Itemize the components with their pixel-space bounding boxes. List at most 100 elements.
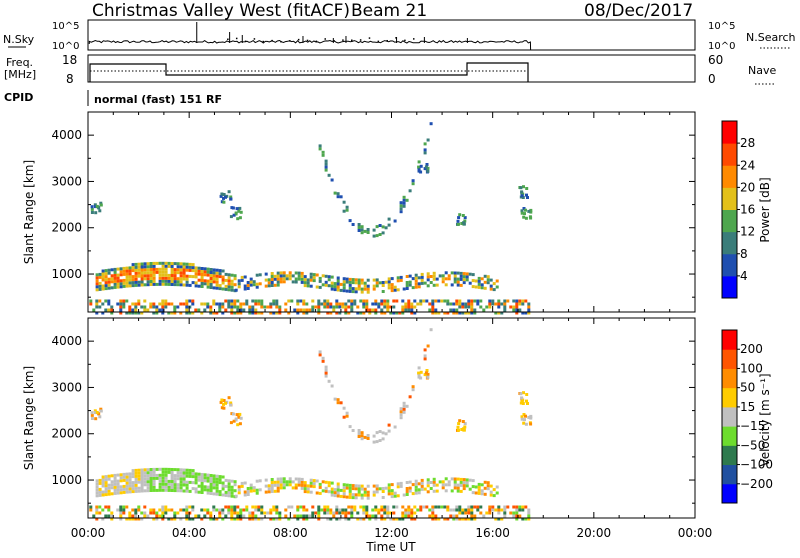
velocity-cell — [164, 467, 168, 471]
velocity-cell — [529, 414, 533, 418]
power-cell — [500, 311, 504, 315]
velocity-cell — [300, 480, 304, 484]
velocity-cell — [509, 511, 513, 515]
velocity-cell — [237, 485, 241, 489]
power-cell — [431, 305, 435, 309]
power-cell — [342, 289, 346, 293]
power-cell — [224, 272, 228, 276]
velocity-cell — [323, 511, 327, 515]
power-cell — [188, 305, 192, 309]
velocity-cell — [402, 407, 406, 411]
power-cell — [452, 311, 456, 315]
power-cell — [327, 278, 331, 282]
power-cell — [359, 311, 363, 315]
power-cell — [380, 302, 384, 306]
power-cell — [246, 281, 250, 284]
power-cell — [390, 289, 394, 293]
velocity-cell — [238, 412, 242, 416]
velocity-cell — [321, 489, 325, 493]
power-cell — [273, 277, 277, 281]
velocity-cell — [146, 474, 150, 478]
velocity-cell — [446, 505, 450, 509]
velocity-cell — [125, 490, 129, 494]
velocity-cell — [140, 517, 144, 521]
velocity-cell — [209, 492, 213, 495]
power-cell — [266, 305, 270, 309]
y-tick-label: 2000 — [51, 221, 82, 235]
velocity-cell — [278, 511, 282, 515]
power-cell — [116, 285, 120, 289]
power-cell — [191, 311, 195, 315]
power-cell — [302, 308, 306, 312]
power-cell — [221, 311, 225, 315]
power-cell — [387, 286, 391, 290]
velocity-cell — [285, 480, 289, 484]
power-cell — [188, 311, 192, 315]
velocity-cell — [161, 514, 165, 518]
power-cell — [410, 305, 414, 309]
velocity-cell — [458, 419, 462, 423]
velocity-cell — [377, 511, 381, 515]
power-cell — [524, 299, 528, 303]
power-cell — [257, 302, 261, 306]
velocity-cell — [212, 517, 216, 521]
power-cell — [348, 286, 352, 290]
velocity-cell — [309, 481, 313, 485]
velocity-cell — [173, 468, 177, 472]
velocity-cell — [101, 490, 105, 494]
velocity-cell — [450, 489, 454, 493]
power-cell — [101, 269, 105, 273]
velocity-cell — [167, 517, 171, 521]
power-cell — [348, 280, 352, 284]
power-cell — [488, 299, 492, 303]
noise-search-label: N.Search — [746, 31, 796, 44]
power-cell — [95, 282, 99, 286]
freq-tick-top: 18 — [62, 53, 77, 67]
velocity-cell — [372, 484, 376, 488]
power-cell — [188, 283, 192, 287]
velocity-cell — [98, 478, 102, 482]
velocity-cell — [200, 476, 204, 479]
velocity-cell — [146, 480, 150, 484]
power-cell — [527, 305, 531, 309]
colorbar-swatch — [722, 253, 737, 277]
power-cell — [110, 268, 114, 272]
colorbar-tick-label: 8 — [740, 247, 748, 261]
power-cell — [276, 283, 280, 287]
velocity-cell — [312, 485, 316, 489]
power-cell — [372, 287, 376, 291]
power-cell — [323, 302, 327, 306]
power-cell — [122, 266, 126, 270]
power-cell — [233, 305, 237, 309]
power-cell — [294, 271, 298, 275]
velocity-cell — [188, 480, 192, 484]
velocity-cell — [185, 468, 189, 472]
power-cell — [389, 311, 393, 315]
noise-search-point — [227, 38, 229, 41]
velocity-cell — [386, 511, 390, 515]
power-cell — [203, 308, 207, 312]
power-cell — [330, 287, 334, 291]
time-tick-label: 16:00 — [475, 526, 510, 540]
power-cell — [170, 265, 174, 268]
velocity-cell — [270, 484, 274, 487]
power-cell — [194, 284, 198, 288]
velocity-cells — [89, 328, 533, 521]
velocity-cell — [152, 482, 156, 486]
power-cell — [179, 283, 183, 287]
power-cell — [393, 285, 397, 289]
power-cell — [312, 279, 316, 283]
noise-panel: N.Sky 10^5 10^0 10^5 10^0 N.Search — [3, 19, 796, 52]
power-cell — [317, 311, 321, 315]
velocity-cell — [167, 485, 171, 489]
power-cell — [185, 305, 189, 309]
velocity-cell — [161, 482, 165, 486]
power-cell — [324, 274, 328, 278]
power-cell — [305, 302, 309, 306]
velocity-cell — [140, 489, 144, 493]
power-cell — [338, 302, 342, 306]
power-cell — [155, 311, 159, 315]
velocity-cell — [218, 490, 222, 494]
velocity-cell — [215, 480, 219, 484]
